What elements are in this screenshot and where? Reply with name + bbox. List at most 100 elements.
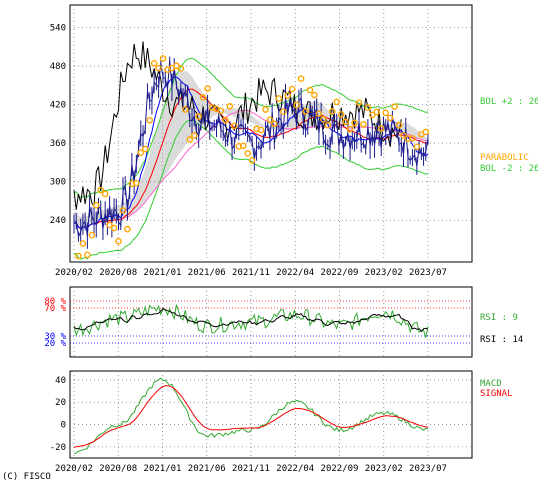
macd-frame [69, 370, 473, 459]
parabolic-dot [413, 143, 421, 151]
rsi14-line [73, 307, 429, 332]
price-y-tick: 480 [50, 62, 66, 72]
parabolic-dot [106, 221, 113, 229]
bol-lower-label: BOL -2 : 26 [480, 164, 538, 174]
date-axis: 2020/02 2020/08 2021/01 2021/06 2021/11 2022/… [55, 268, 447, 474]
parabolic-dot [324, 122, 332, 129]
parabolic-dot [97, 186, 105, 194]
date-tick: 2021/01 [144, 268, 182, 278]
parabolic-dot [239, 142, 247, 150]
parabolic-dot [364, 104, 372, 111]
rsi-level-tick: 80 % [44, 297, 66, 307]
rsi14-legend: RSI : 14 [480, 335, 523, 345]
macd-y-tick: 40 [55, 376, 66, 386]
parabolic-dot [328, 108, 336, 115]
parabolic-dot [391, 103, 398, 110]
parabolic-dot [382, 109, 389, 117]
parabolic-dot [271, 120, 278, 128]
parabolic-dot [248, 157, 256, 164]
parabolic-dot [150, 60, 158, 67]
parabolic-dot [84, 251, 91, 259]
parabolic-dot [279, 108, 287, 116]
signal-legend: SIGNAL [480, 389, 513, 399]
date-tick: 2022/04 [276, 464, 314, 474]
parabolic-dot [262, 106, 269, 113]
date-tick: 2021/06 [188, 464, 226, 474]
rsi-level-tick: 70 % [44, 304, 66, 314]
parabolic-dot [266, 116, 274, 123]
parabolic-dot [288, 85, 296, 93]
macd-line [74, 377, 429, 454]
parabolic-dot [315, 110, 323, 118]
date-tick: 2021/01 [144, 464, 182, 474]
parabolic-dot [199, 94, 207, 101]
date-tick: 2022/09 [321, 464, 359, 474]
sma-long-line [73, 109, 429, 229]
price-panel: 240 300 360 420 480 540 BOL +2 : 26 PARABOLICBO… [50, 4, 538, 263]
date-tick: 2022/09 [321, 268, 359, 278]
parabolic-dot [244, 150, 251, 157]
date-tick: 2020/08 [99, 268, 137, 278]
parabolic-dot [422, 128, 430, 136]
parabolic-dot [360, 120, 367, 128]
parabolic-dot [235, 143, 243, 150]
parabolic-dot [342, 118, 349, 126]
price-y-tick: 360 [50, 139, 66, 149]
parabolic-dot [190, 132, 198, 139]
parabolic-dot [186, 136, 194, 143]
parabolic-dot [297, 75, 305, 82]
parabolic-dot [373, 108, 381, 116]
date-tick: 2022/04 [276, 268, 314, 278]
macd-y-tick: 20 [55, 398, 66, 408]
macd-legend: MACD [480, 379, 502, 389]
parabolic-dot [293, 101, 300, 109]
date-tick: 2021/06 [188, 268, 226, 278]
rsi-panel: 80 %70 % 30 %20 % RSI : 9 RSI : 14 [44, 286, 523, 358]
date-tick: 2020/02 [55, 464, 93, 474]
date-tick: 2023/07 [409, 464, 447, 474]
date-tick: 2021/11 [232, 464, 270, 474]
parabolic-dot [155, 64, 162, 72]
parabolic-dot [92, 202, 100, 209]
parabolic-dot [351, 119, 358, 127]
parabolic-dot [386, 114, 394, 122]
bol-upper-label: BOL +2 : 26 [480, 97, 538, 107]
date-tick: 2020/02 [55, 268, 93, 278]
parabolic-dot [333, 98, 341, 106]
price-y-tick: 300 [50, 178, 66, 188]
ichimoku-cloud [74, 70, 428, 229]
parabolic-dot [257, 126, 265, 134]
parabolic-dot [101, 190, 109, 198]
date-tick: 2021/11 [232, 268, 270, 278]
parabolic-dot [369, 111, 376, 119]
rsi9-line [73, 304, 429, 338]
parabolic-dot [75, 252, 82, 260]
price-line [73, 60, 429, 239]
parabolic-dot [395, 121, 403, 129]
parabolic-dot [400, 132, 407, 139]
parabolic-dot [159, 55, 167, 62]
parabolic-dot [79, 240, 87, 247]
parabolic-dot [377, 125, 385, 132]
parabolic-dot [115, 238, 122, 245]
parabolic-dot [275, 95, 283, 102]
parabolic-dot [306, 86, 314, 94]
rsi-frame [69, 286, 473, 358]
parabolic-dot [146, 116, 153, 124]
parabolic-dot [346, 125, 354, 133]
parabolic-dot [404, 135, 412, 142]
parabolic-dot [222, 116, 229, 124]
parabolic-dot [226, 103, 234, 110]
date-tick: 2020/08 [99, 464, 137, 474]
parabolic-dot [311, 91, 318, 99]
price-y-tick: 540 [50, 23, 66, 33]
parabolic-dot [355, 99, 363, 106]
copyright-notice: (C) FISCO [2, 472, 51, 482]
macd-y-tick: -20 [50, 443, 66, 453]
parabolic-dot [133, 179, 140, 187]
parabolic-dot [124, 225, 131, 233]
parabolic-dot [137, 149, 145, 156]
parabolic-dot [231, 122, 238, 130]
